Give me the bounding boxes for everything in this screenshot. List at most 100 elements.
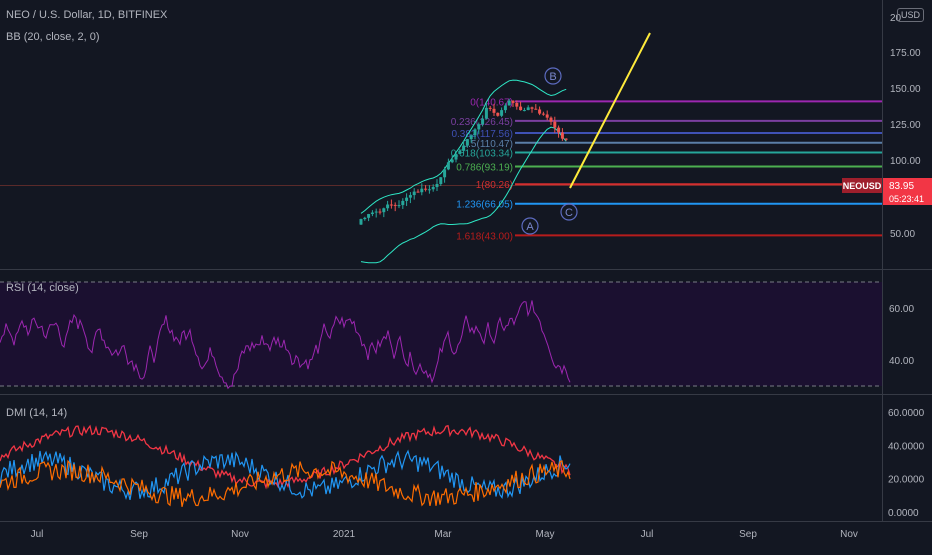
price-axis-tick: 50.00 xyxy=(890,229,915,240)
time-axis-tick: Sep xyxy=(130,529,148,540)
price-candle xyxy=(389,204,393,206)
wave-marker[interactable] xyxy=(560,203,578,221)
fib-level-label: 0.382(117.56) xyxy=(451,129,513,140)
price-candle xyxy=(458,150,462,154)
wave-label: B xyxy=(549,71,556,83)
fib-level-label: 1(80.26) xyxy=(476,180,513,191)
rsi-line xyxy=(0,300,571,390)
price-axis-tick: 125.00 xyxy=(890,120,921,131)
time-axis-tick: Jul xyxy=(641,529,654,540)
price-candle xyxy=(367,214,371,218)
dmi-legend[interactable]: DMI (14, 14) xyxy=(6,407,68,419)
wave-marker[interactable] xyxy=(544,67,562,85)
fib-level-label: 0.786(93.19) xyxy=(456,162,513,173)
dmi-axis-tick: 20.0000 xyxy=(888,475,925,486)
time-axis-tick: Jul xyxy=(31,529,44,540)
price-candle xyxy=(424,188,428,190)
price-candle xyxy=(374,211,378,213)
price-axis-tick: 100.00 xyxy=(890,156,921,167)
dmi-axis-tick: 60.0000 xyxy=(888,408,925,419)
fib-level-label: 1.618(43.00) xyxy=(456,231,513,242)
price-candle xyxy=(382,208,386,213)
price-candle xyxy=(363,217,367,220)
fib-level-label: 0.618(103.34) xyxy=(451,149,513,160)
price-candle xyxy=(465,139,469,146)
wave-label: C xyxy=(565,207,573,219)
rsi-axis-tick: 60.00 xyxy=(889,304,914,315)
price-candle xyxy=(557,127,561,133)
fib-level-label: 0.5(110.47) xyxy=(463,139,513,150)
dmi-plus-line xyxy=(0,449,571,501)
time-axis-tick: Mar xyxy=(434,529,452,540)
price-candle xyxy=(481,118,485,125)
price-candle xyxy=(378,211,382,213)
price-candle xyxy=(370,212,374,215)
price-axis-tick: 150.00 xyxy=(890,84,921,95)
price-candle xyxy=(416,191,420,193)
price-candle xyxy=(412,191,416,196)
price-candle xyxy=(534,108,538,110)
price-candle xyxy=(446,162,450,170)
dmi-axis-tick: 40.0000 xyxy=(888,441,925,452)
rsi-legend[interactable]: RSI (14, close) xyxy=(6,282,79,294)
price-candle xyxy=(507,100,511,106)
price-candle xyxy=(553,121,557,128)
price-candle xyxy=(401,200,405,206)
fib-level-label: 1.236(66.05) xyxy=(456,200,513,211)
symbol-title[interactable]: NEO / U.S. Dollar, 1D, BITFINEX xyxy=(6,9,168,21)
rsi-band-fill xyxy=(0,282,882,386)
price-candle xyxy=(439,177,443,185)
price-candle xyxy=(431,187,435,190)
price-candle xyxy=(443,169,447,178)
price-axis-tick: 20 xyxy=(890,13,902,24)
time-axis-tick: Nov xyxy=(231,529,249,540)
symbol-tag-label: NEOUSD xyxy=(843,181,882,191)
price-candle xyxy=(492,108,496,113)
price-candle xyxy=(484,107,488,119)
price-candle xyxy=(405,197,409,201)
countdown-timer: 05:23:41 xyxy=(889,194,924,204)
price-candle xyxy=(450,159,454,163)
price-axis-tick: 175.00 xyxy=(890,48,921,59)
price-candle xyxy=(549,117,553,122)
price-candle xyxy=(469,135,473,140)
symbol-tag[interactable] xyxy=(842,178,882,193)
bb-lower-band xyxy=(360,126,567,264)
price-candle xyxy=(435,184,439,188)
price-candle xyxy=(408,195,412,198)
price-candle xyxy=(488,107,492,109)
price-candle xyxy=(462,145,466,151)
last-price-value: 83.95 xyxy=(889,181,914,192)
bollinger-legend[interactable]: BB (20, close, 2, 0) xyxy=(6,31,100,43)
price-candle xyxy=(522,110,526,112)
price-candle xyxy=(526,107,530,111)
price-candle xyxy=(454,153,458,160)
time-axis-tick: Nov xyxy=(840,529,858,540)
currency-badge[interactable]: USD xyxy=(896,8,924,22)
price-candle xyxy=(359,219,363,225)
price-candle xyxy=(420,188,424,193)
price-candle xyxy=(519,106,523,111)
price-candle xyxy=(496,112,500,116)
time-axis-tick: 2021 xyxy=(333,529,356,540)
last-price-tag[interactable] xyxy=(883,178,932,205)
price-candle xyxy=(541,113,545,115)
fib-level-label: 0(140.67) xyxy=(470,97,513,108)
price-candle xyxy=(560,132,564,139)
dmi-minus-line xyxy=(0,459,571,507)
price-candle xyxy=(545,114,549,118)
time-axis-tick: May xyxy=(536,529,555,540)
price-candle xyxy=(503,105,507,111)
price-candle xyxy=(427,189,431,191)
price-candle xyxy=(397,205,401,207)
projection-line[interactable] xyxy=(569,32,651,189)
time-axis-tick: Sep xyxy=(739,529,757,540)
price-candle xyxy=(538,109,542,114)
dmi-axis-tick: 0.0000 xyxy=(888,508,919,519)
price-candle xyxy=(530,107,534,109)
price-candle xyxy=(511,100,515,103)
dmi-adx-line xyxy=(0,424,571,490)
wave-marker[interactable] xyxy=(521,217,539,235)
